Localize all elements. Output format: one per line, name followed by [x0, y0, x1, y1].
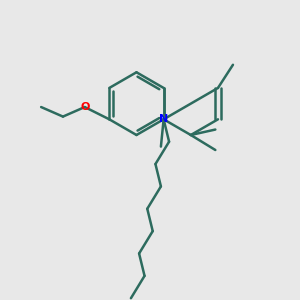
Text: N: N	[159, 114, 168, 124]
Text: O: O	[80, 102, 89, 112]
